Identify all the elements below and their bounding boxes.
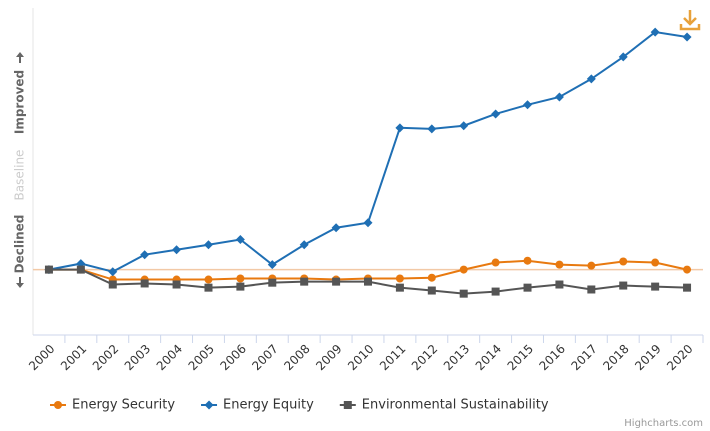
point (395, 123, 405, 133)
x-tick-label: 2020 (664, 342, 695, 373)
point (554, 92, 564, 102)
x-tick-label: 2008 (281, 342, 312, 373)
point (682, 32, 692, 42)
x-tick-label: 2007 (249, 342, 280, 373)
point (491, 258, 500, 267)
point (683, 283, 692, 292)
point (364, 277, 372, 286)
point (300, 277, 309, 286)
point (651, 258, 660, 267)
point (140, 279, 149, 288)
point (619, 281, 628, 290)
point (491, 287, 500, 296)
legend-label: Energy Security (72, 398, 175, 413)
down-arrow (16, 277, 24, 288)
point (108, 280, 117, 289)
point (587, 285, 596, 294)
point (427, 286, 436, 295)
legend-label: Energy Equity (223, 398, 314, 413)
up-arrow (16, 52, 24, 63)
x-tick-label: 2001 (58, 342, 89, 373)
point (523, 283, 532, 292)
point (491, 109, 501, 119)
x-tick-label: 2004 (154, 342, 185, 373)
x-tick-label: 2012 (409, 342, 440, 373)
x-tick-label: 2016 (537, 342, 568, 373)
point (204, 283, 213, 292)
point (331, 223, 341, 233)
x-tick-label: 2003 (122, 342, 153, 373)
legend-symbol (343, 401, 352, 409)
point (332, 277, 341, 286)
point (363, 218, 373, 228)
x-tick-label: 2009 (313, 342, 344, 373)
legend-symbol (54, 401, 62, 409)
point (587, 261, 596, 270)
point (299, 240, 309, 250)
point (236, 274, 245, 283)
point (395, 274, 404, 283)
point (459, 121, 469, 131)
point (235, 235, 245, 245)
point (395, 283, 404, 292)
credits: Highcharts.com (624, 418, 703, 429)
point (555, 260, 564, 269)
x-tick-label: 2019 (632, 342, 663, 373)
point (618, 52, 628, 62)
x-tick-label: 2013 (441, 342, 472, 373)
point (267, 260, 277, 270)
point (683, 265, 692, 274)
point (172, 245, 182, 255)
point (236, 282, 245, 291)
x-tick-label: 2000 (26, 342, 57, 373)
point (523, 100, 533, 110)
point (76, 265, 85, 274)
export-button[interactable] (679, 10, 701, 31)
point (427, 273, 436, 282)
x-tick-label: 2010 (345, 342, 376, 373)
point (108, 267, 118, 277)
point (651, 282, 660, 291)
point (555, 280, 564, 289)
point (619, 257, 628, 266)
x-tick-label: 2017 (568, 342, 599, 373)
series-line (48, 31, 688, 273)
x-tick-label: 2018 (600, 342, 631, 373)
point (459, 289, 468, 298)
point (44, 265, 53, 274)
legend-symbol (204, 400, 214, 410)
point (427, 124, 437, 134)
x-tick-label: 2014 (473, 342, 504, 373)
point (204, 275, 213, 284)
x-tick-label: 2006 (217, 342, 248, 373)
x-tick-label: 2005 (186, 342, 217, 373)
y-label-baseline: Baseline (13, 150, 27, 201)
point (650, 27, 660, 37)
point (459, 265, 468, 274)
x-tick-label: 2002 (90, 342, 121, 373)
legend-label: Environmental Sustainability (362, 398, 549, 413)
x-tick-label: 2015 (505, 342, 536, 373)
point (586, 74, 596, 84)
point (203, 240, 213, 250)
point (523, 256, 532, 265)
y-label-declined: Declined (13, 215, 27, 274)
point (268, 278, 277, 287)
point (172, 280, 181, 289)
x-tick-label: 2011 (377, 342, 408, 373)
point (140, 250, 150, 260)
y-label-improved: Improved (13, 70, 27, 134)
